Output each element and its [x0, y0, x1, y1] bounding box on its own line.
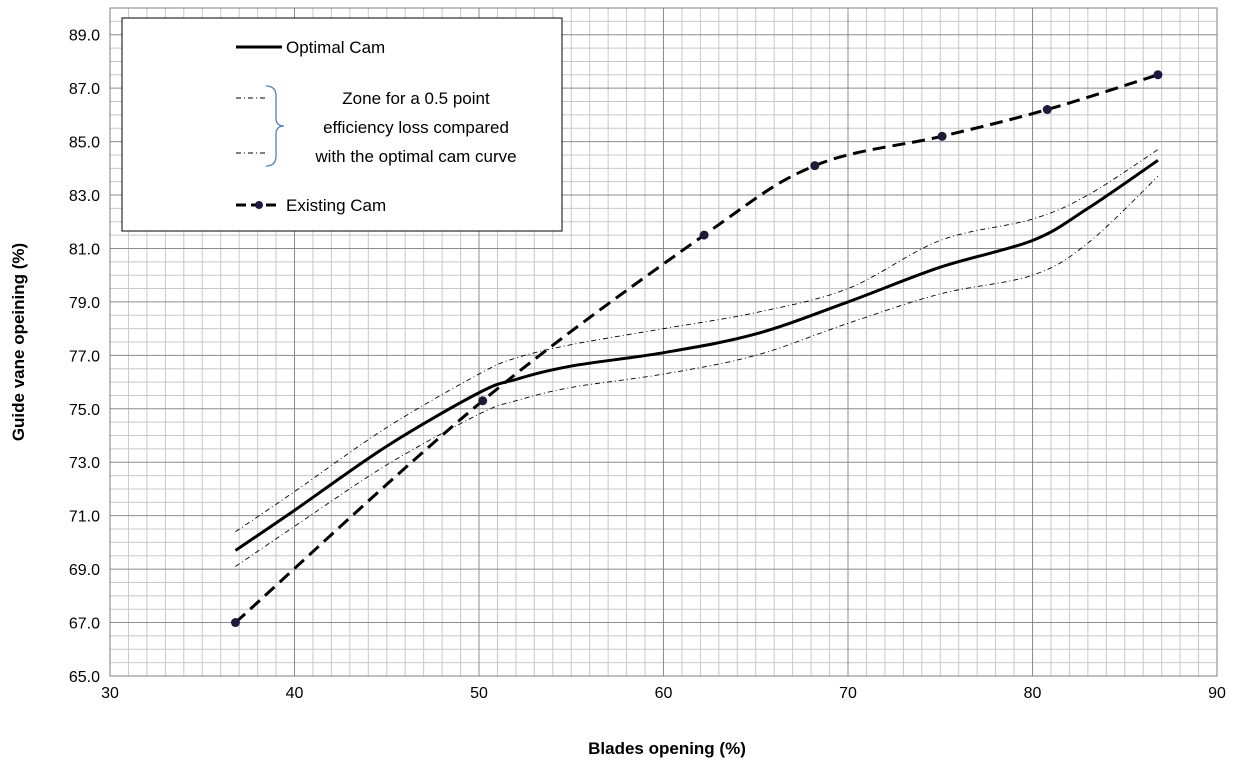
existing-cam-point: [478, 396, 488, 406]
y-axis-title: Guide vane opeining (%): [9, 243, 28, 441]
legend-zone-label-line-1: Zone for a 0.5 point: [342, 89, 490, 108]
plot-area: [109, 7, 1218, 677]
y-tick-label: 75.0: [69, 402, 100, 419]
x-tick-label: 50: [470, 685, 488, 702]
x-tick-label: 90: [1208, 685, 1226, 702]
existing-cam-point: [937, 131, 947, 141]
x-tick-label: 70: [839, 685, 857, 702]
legend-zone-bracket: [265, 85, 285, 167]
y-tick-label: 83.0: [69, 188, 100, 205]
x-tick-label: 40: [286, 685, 304, 702]
y-tick-label: 69.0: [69, 562, 100, 579]
y-tick-label: 71.0: [69, 509, 100, 526]
y-tick-label: 85.0: [69, 135, 100, 152]
y-tick-label: 67.0: [69, 616, 100, 633]
existing-cam-point: [810, 161, 820, 171]
legend: Optimal Cam Zone for a 0.5 point efficie…: [121, 17, 563, 232]
series-zone-line-2: [235, 176, 1159, 567]
legend-existing-label: Existing Cam: [286, 196, 386, 215]
y-tick-label: 79.0: [69, 295, 100, 312]
legend-box: [121, 17, 563, 232]
series-layer: [230, 70, 1163, 628]
y-tick-label: 65.0: [69, 669, 100, 686]
legend-existing-marker: [255, 201, 263, 209]
x-tick-label: 80: [1024, 685, 1042, 702]
y-tick-label: 77.0: [69, 348, 100, 365]
series-zone-line-1: [235, 149, 1159, 533]
series-optimal-cam-line: [234, 159, 1159, 552]
existing-cam-point: [1153, 70, 1163, 80]
legend-zone-label-line-3: with the optimal cam curve: [314, 147, 516, 166]
y-tick-label: 89.0: [69, 28, 100, 45]
y-tick-label: 81.0: [69, 241, 100, 258]
x-axis-title: Blades opening (%): [588, 739, 746, 758]
y-axis-ticks: 65.0 67.0 69.0 71.0 73.0 75.0 77.0 79.0 81.0 83.0…: [69, 28, 100, 686]
legend-optimal-label: Optimal Cam: [286, 38, 385, 57]
x-tick-label: 30: [101, 685, 119, 702]
existing-cam-point: [230, 618, 240, 628]
x-tick-label: 60: [655, 685, 673, 702]
y-tick-label: 73.0: [69, 455, 100, 472]
series-existing-cam-line: [234, 73, 1159, 624]
legend-zone-label-line-2: efficiency loss compared: [323, 118, 509, 137]
existing-cam-point: [1042, 105, 1052, 115]
existing-cam-point: [699, 230, 709, 240]
x-axis-ticks: 30 40 50 60 70 80 90: [101, 685, 1226, 702]
y-tick-label: 87.0: [69, 81, 100, 98]
